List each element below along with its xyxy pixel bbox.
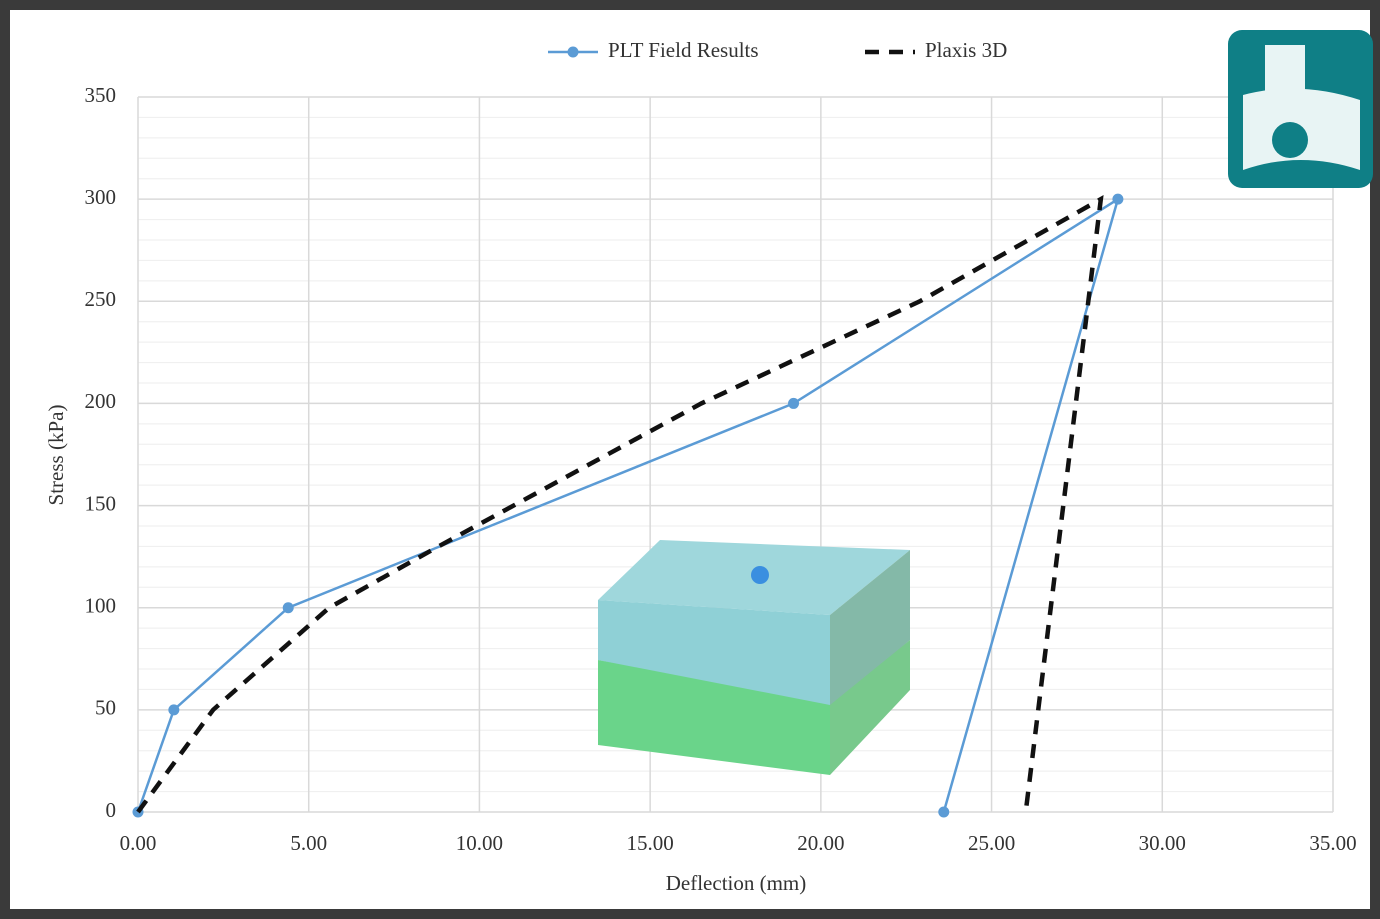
legend-label: Plaxis 3D — [925, 38, 1007, 62]
chart-area — [10, 10, 1370, 909]
x-tick-label: 25.00 — [968, 831, 1015, 855]
x-tick-label: 20.00 — [797, 831, 844, 855]
y-tick-label: 0 — [106, 798, 117, 822]
legend-label: PLT Field Results — [608, 38, 759, 62]
y-tick-label: 350 — [85, 83, 117, 107]
x-tick-label: 35.00 — [1309, 831, 1356, 855]
legend-marker — [568, 47, 579, 58]
data-point — [1112, 194, 1123, 205]
x-tick-label: 5.00 — [290, 831, 327, 855]
y-axis-title: Stress (kPa) — [44, 405, 68, 506]
y-tick-label: 50 — [95, 696, 116, 720]
x-tick-label: 15.00 — [627, 831, 674, 855]
x-tick-label: 10.00 — [456, 831, 503, 855]
data-point — [788, 398, 799, 409]
y-tick-label: 300 — [85, 185, 117, 209]
y-tick-label: 150 — [85, 491, 117, 515]
data-point — [938, 807, 949, 818]
y-tick-label: 100 — [85, 594, 117, 618]
x-axis-title: Deflection (mm) — [666, 871, 807, 895]
logo — [1228, 30, 1373, 188]
x-tick-label: 0.00 — [120, 831, 157, 855]
data-point — [283, 602, 294, 613]
y-tick-label: 250 — [85, 287, 117, 311]
data-point — [168, 704, 179, 715]
chart: Deflection (mm) Stress (kPa) 0 50 100 150 20… — [0, 0, 1380, 919]
y-tick-label: 200 — [85, 389, 117, 413]
x-tick-label: 30.00 — [1139, 831, 1186, 855]
